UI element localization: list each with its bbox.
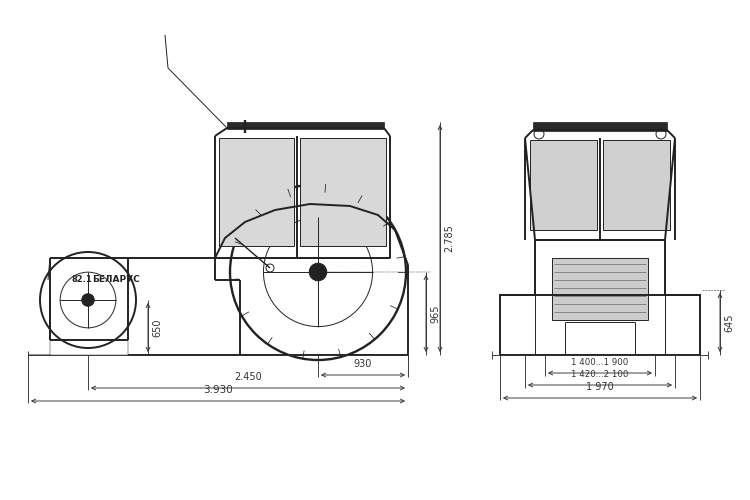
Circle shape — [82, 294, 94, 306]
Text: 3.930: 3.930 — [203, 385, 232, 395]
Bar — [227, 122, 384, 129]
Text: 645: 645 — [724, 313, 734, 332]
Bar — [300, 138, 386, 246]
Text: 965: 965 — [430, 304, 440, 323]
Text: 650: 650 — [152, 318, 162, 337]
Bar — [530, 140, 597, 230]
Bar — [552, 258, 648, 320]
Text: 1 420...2 100: 1 420...2 100 — [572, 370, 628, 379]
Bar — [219, 138, 294, 246]
Circle shape — [309, 263, 327, 281]
Text: 930: 930 — [354, 359, 372, 369]
Bar — [533, 122, 667, 131]
Text: БЕЛАРУС: БЕЛАРУС — [92, 276, 140, 284]
Bar — [603, 140, 670, 230]
Text: 2.450: 2.450 — [234, 372, 262, 382]
Text: 1 970: 1 970 — [586, 382, 613, 392]
Text: 82.1: 82.1 — [72, 276, 93, 284]
Text: 1 400...1 900: 1 400...1 900 — [572, 358, 628, 367]
Text: 2.785: 2.785 — [444, 224, 454, 252]
